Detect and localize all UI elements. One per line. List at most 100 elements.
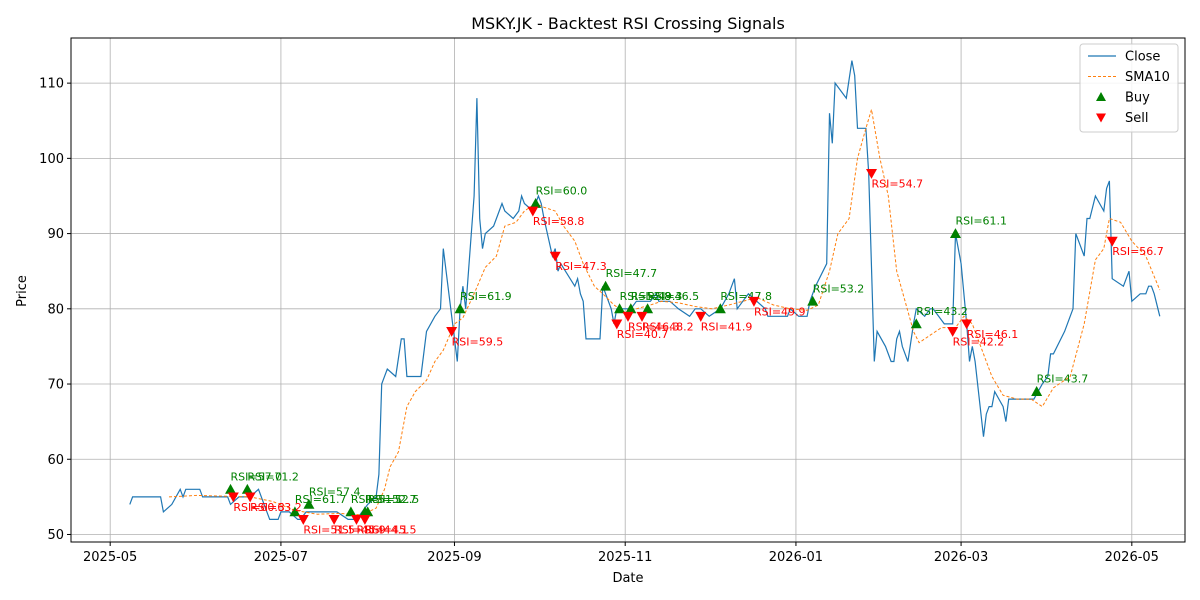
buy-annotation: RSI=47.7: [606, 267, 658, 280]
legend-swatch: [1096, 113, 1106, 123]
legend-label: SMA10: [1125, 70, 1170, 85]
sell-annotation: RSI=58.8: [533, 215, 585, 228]
buy-annotation: RSI=46.5: [648, 290, 700, 303]
legend-label: Buy: [1125, 91, 1150, 106]
buy-annotation: RSI=52.5: [368, 493, 420, 506]
x-axis-ticks: 2025-05 2025-07 2025-09 2025-11 2026-01 2026-…: [83, 542, 1159, 565]
buy-annotation: RSI=51.1: [351, 493, 403, 506]
y-tick-label: 110: [39, 77, 64, 92]
sell-annotation: RSI=47.3: [555, 260, 607, 273]
sma10-series-line: [168, 109, 1161, 516]
sell-marker: [527, 206, 539, 217]
sell-marker: [227, 492, 239, 503]
buy-marker: [345, 506, 357, 517]
plot-frame: [70, 37, 1186, 543]
legend-box: [1079, 43, 1179, 133]
sell-annotation: RSI=63.2: [250, 501, 302, 514]
sell-annotation: RSI=45.9: [334, 523, 386, 536]
sell-marker: [611, 319, 623, 330]
sell-annotation: RSI=44.1: [356, 523, 408, 536]
legend-swatch: [1096, 92, 1106, 101]
buy-marker: [600, 280, 612, 291]
buy-marker: [362, 506, 374, 517]
sell-annotation: RSI=60.3: [233, 501, 285, 514]
close-series-line: [129, 60, 1161, 520]
sell-annotation: RSI=41.9: [701, 320, 753, 333]
sell-marker: [350, 515, 362, 525]
chart-title: MSKY.JK - Backtest RSI Crossing Signals: [471, 14, 785, 33]
sell-annotation: RSI=54.7: [872, 177, 924, 190]
sell-annotation: RSI=59.5: [452, 335, 504, 348]
sell-annotation: RSI=46.1: [967, 328, 1019, 341]
buy-marker: [225, 483, 237, 494]
sell-marker: [359, 515, 371, 525]
sell-marker: [549, 251, 561, 262]
sell-marker: [244, 492, 256, 503]
sell-marker: [748, 296, 760, 307]
sell-marker: [695, 311, 707, 322]
buy-annotation: RSI=53.2: [813, 282, 865, 295]
sell-marker: [866, 169, 878, 179]
sell-marker: [636, 311, 648, 322]
buy-marker: [949, 228, 961, 238]
x-tick-label: 2026-05: [1105, 550, 1159, 565]
sell-marker: [947, 326, 959, 337]
buy-marker: [625, 303, 637, 314]
buy-annotation: RSI=43.2: [916, 305, 968, 318]
plot-area: RSI=57.0RSI=71.2RSI=61.7RSI=57.4RSI=51.1…: [129, 60, 1164, 536]
sell-marker: [961, 319, 973, 330]
y-axis-ticks: 50 60 70 80 90 100 110: [39, 77, 71, 543]
legend-label: Sell: [1125, 111, 1148, 126]
grid-lines: [71, 38, 1185, 542]
signal-markers: RSI=57.0RSI=71.2RSI=61.7RSI=57.4RSI=51.1…: [225, 169, 1164, 536]
legend-label: Close: [1125, 50, 1160, 65]
x-tick-label: 2025-09: [427, 550, 481, 565]
sell-annotation: RSI=45.5: [365, 523, 417, 536]
buy-annotation: RSI=43.7: [1037, 373, 1089, 386]
y-tick-label: 50: [47, 528, 64, 543]
buy-marker: [241, 483, 253, 494]
y-tick-label: 100: [39, 152, 64, 167]
sell-annotation: RSI=42.2: [953, 335, 1005, 348]
sell-annotation: RSI=51.5: [303, 523, 355, 536]
sell-annotation: RSI=49.9: [754, 305, 806, 318]
buy-annotation: RSI=57.4: [309, 485, 361, 498]
sell-annotation: RSI=40.7: [617, 328, 669, 341]
buy-annotation: RSI=52.7: [365, 493, 417, 506]
sell-marker: [446, 326, 458, 337]
x-tick-label: 2026-03: [934, 550, 988, 565]
sell-annotation: RSI=48.2: [642, 320, 694, 333]
buy-annotation: RSI=49.3: [631, 290, 683, 303]
x-tick-label: 2025-05: [83, 550, 137, 565]
buy-annotation: RSI=61.1: [955, 215, 1007, 228]
buy-annotation: RSI=52.8: [620, 290, 672, 303]
buy-annotation: RSI=61.9: [460, 290, 512, 303]
buy-annotation: RSI=60.0: [536, 184, 588, 197]
buy-marker: [530, 197, 542, 208]
buy-annotation: RSI=71.2: [247, 470, 299, 483]
buy-marker: [303, 498, 315, 509]
buy-marker: [714, 303, 726, 314]
sell-annotation: RSI=56.7: [1112, 245, 1164, 258]
y-tick-label: 70: [47, 378, 64, 393]
sell-marker: [328, 515, 340, 525]
x-axis-label: Date: [612, 571, 643, 586]
buy-marker: [807, 295, 819, 306]
buy-marker: [614, 303, 626, 314]
buy-marker: [454, 303, 466, 314]
buy-marker: [642, 303, 654, 314]
buy-marker: [289, 506, 301, 517]
legend: Close SMA10 Buy Sell: [1079, 43, 1179, 133]
sell-marker: [1106, 236, 1118, 247]
y-tick-label: 60: [47, 453, 64, 468]
x-tick-label: 2025-07: [254, 550, 308, 565]
x-tick-label: 2025-11: [598, 550, 652, 565]
buy-annotation: RSI=57.0: [231, 470, 283, 483]
buy-annotation: RSI=47.8: [720, 290, 772, 303]
y-tick-label: 80: [47, 302, 64, 317]
sell-annotation: RSI=46.3: [628, 320, 680, 333]
y-tick-label: 90: [47, 227, 64, 242]
buy-marker: [1031, 386, 1043, 396]
sell-marker: [297, 515, 309, 525]
